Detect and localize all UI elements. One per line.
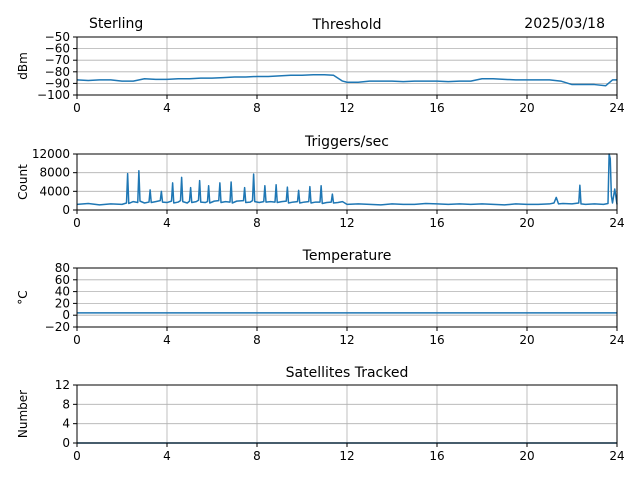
x-tick-label: 0 xyxy=(73,333,81,347)
x-tick-label: 12 xyxy=(339,216,354,230)
y-axis-label: °C xyxy=(16,290,30,304)
x-tick-label: 4 xyxy=(163,333,171,347)
x-tick-label: 24 xyxy=(609,101,624,115)
y-tick-label: 12 xyxy=(55,378,70,392)
y-axis-label: dBm xyxy=(16,52,30,80)
x-tick-label: 16 xyxy=(429,333,444,347)
panel-title: Satellites Tracked xyxy=(286,365,409,381)
panel-1: Threshold 0 4 8 12 16 20 24 −100−90−80−70−60−50 d… xyxy=(16,17,625,115)
y-tick-label: 0 xyxy=(62,436,70,450)
panel-title: Threshold xyxy=(312,17,382,33)
x-tick-label: 0 xyxy=(73,449,81,463)
panel-2: Triggers/sec 0 4 8 12 16 20 24 0 4000 8000 12000Cou… xyxy=(16,134,625,230)
x-tick-label: 8 xyxy=(253,101,261,115)
panel-4: Satellites Tracked 0 4 8 12 16 20 24 0 4 8 12 Number xyxy=(16,365,625,463)
x-tick-label: 0 xyxy=(73,216,81,230)
x-tick-label: 12 xyxy=(339,101,354,115)
y-tick-label: 8 xyxy=(62,397,70,411)
x-tick-label: 16 xyxy=(429,101,444,115)
y-tick-label: −90 xyxy=(45,76,70,90)
x-tick-label: 20 xyxy=(519,216,534,230)
x-tick-label: 24 xyxy=(609,449,624,463)
x-tick-label: 0 xyxy=(73,101,81,115)
panel-title: Temperature xyxy=(302,248,392,264)
x-tick-label: 8 xyxy=(253,449,261,463)
y-axis-label: Number xyxy=(16,390,30,438)
x-tick-label: 4 xyxy=(163,101,171,115)
x-tick-label: 12 xyxy=(339,449,354,463)
y-tick-label: 0 xyxy=(62,308,70,322)
x-tick-label: 24 xyxy=(609,333,624,347)
y-tick-label: −100 xyxy=(37,88,70,102)
x-tick-label: 4 xyxy=(163,216,171,230)
y-tick-label: 60 xyxy=(55,273,70,287)
series-line xyxy=(76,153,618,206)
x-tick-label: 4 xyxy=(163,449,171,463)
y-tick-label: 8000 xyxy=(39,166,70,180)
x-tick-label: 12 xyxy=(339,333,354,347)
y-tick-label: 20 xyxy=(55,296,70,310)
y-tick-label: 0 xyxy=(62,203,70,217)
y-tick-label: −80 xyxy=(45,65,70,79)
report-date: 2025/03/18 xyxy=(524,16,605,32)
x-tick-label: 16 xyxy=(429,216,444,230)
y-axis-label: Count xyxy=(16,164,30,200)
x-tick-label: 8 xyxy=(253,333,261,347)
x-tick-label: 20 xyxy=(519,449,534,463)
panels: Threshold 0 4 8 12 16 20 24 −100−90−80−70−60−50 d… xyxy=(16,17,625,463)
y-tick-label: 40 xyxy=(55,285,70,299)
y-tick-label: 4000 xyxy=(39,184,70,198)
x-tick-label: 20 xyxy=(519,333,534,347)
y-tick-label: 12000 xyxy=(32,147,70,161)
x-tick-label: 8 xyxy=(253,216,261,230)
y-tick-label: 80 xyxy=(55,261,70,275)
x-tick-label: 16 xyxy=(429,449,444,463)
y-tick-label: −60 xyxy=(45,42,70,56)
y-tick-label: −20 xyxy=(45,320,70,334)
x-tick-label: 20 xyxy=(519,101,534,115)
panel-title: Triggers/sec xyxy=(304,134,389,150)
y-tick-label: 4 xyxy=(62,417,70,431)
series-line xyxy=(76,73,617,87)
x-tick-label: 24 xyxy=(609,216,624,230)
y-tick-label: −50 xyxy=(45,30,70,44)
station-name: Sterling xyxy=(89,16,143,32)
y-tick-label: −70 xyxy=(45,53,70,67)
